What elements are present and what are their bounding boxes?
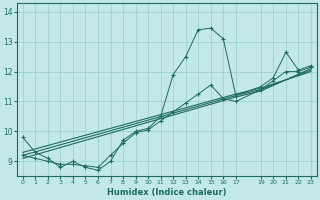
X-axis label: Humidex (Indice chaleur): Humidex (Indice chaleur) [107,188,227,197]
